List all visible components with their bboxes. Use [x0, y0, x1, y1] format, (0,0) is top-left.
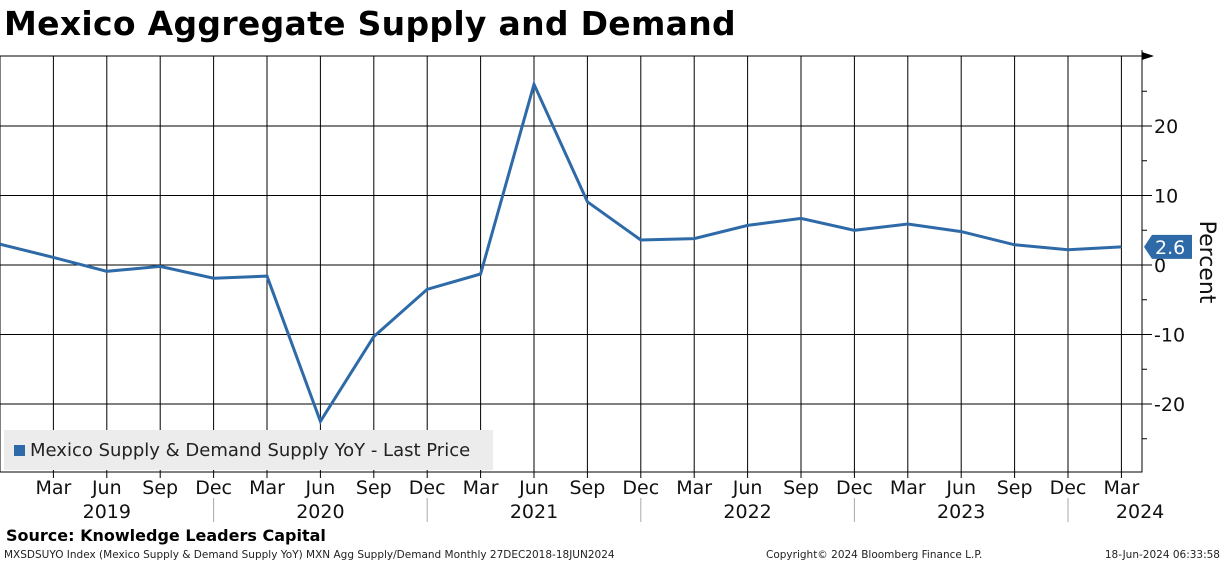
source-line: Source: Knowledge Leaders Capital: [6, 526, 326, 545]
y-axis-label: Percent: [1194, 221, 1219, 304]
x-tick-label-month: Jun: [305, 477, 336, 499]
y-tick-label: 20: [1154, 116, 1178, 138]
x-tick-label-month: Dec: [1050, 477, 1087, 499]
y-tick-label: 10: [1154, 186, 1178, 208]
footer-timestamp: 18-Jun-2024 06:33:58: [1104, 549, 1220, 561]
x-tick-label-month: Mar: [1103, 477, 1139, 499]
chart-title: Mexico Aggregate Supply and Demand: [4, 4, 736, 43]
x-tick-label-month: Mar: [676, 477, 712, 499]
x-tick-label-year: 2020: [296, 501, 344, 523]
x-tick-label-year: 2022: [723, 501, 771, 523]
x-tick-label-year: 2024: [1116, 501, 1164, 523]
x-tick-label-month: Dec: [195, 477, 232, 499]
x-tick-label-month: Mar: [890, 477, 926, 499]
x-tick-label-month: Sep: [142, 477, 178, 499]
legend-label: Mexico Supply & Demand Supply YoY - Last…: [30, 439, 471, 461]
last-value-label: 2.6: [1155, 237, 1185, 259]
x-tick-label-month: Sep: [997, 477, 1033, 499]
plot-area-frame: [0, 55, 1143, 473]
y-tick-label: -10: [1154, 325, 1185, 347]
x-tick-label-month: Sep: [569, 477, 605, 499]
x-tick-label-month: Dec: [409, 477, 446, 499]
x-tick-label-month: Sep: [783, 477, 819, 499]
legend-swatch: [14, 444, 25, 456]
y-tick-label: 0: [1154, 255, 1166, 277]
x-tick-label-month: Jun: [945, 477, 976, 499]
x-tick-label-month: Dec: [836, 477, 873, 499]
x-tick-label-year: 2023: [937, 501, 985, 523]
x-tick-label-month: Jun: [732, 477, 763, 499]
y-tick-label: -20: [1154, 394, 1185, 416]
footer-copyright: Copyright© 2024 Bloomberg Finance L.P.: [766, 549, 983, 561]
y-axis-arrow: [1142, 52, 1154, 60]
series-line: [0, 79, 1122, 425]
vertical-gridlines: [52, 56, 1122, 472]
x-tick-label-month: Mar: [35, 477, 71, 499]
x-tick-label-month: Jun: [91, 477, 122, 499]
last-value-tag: 2.6: [1144, 234, 1192, 259]
x-tick-label-month: Mar: [463, 477, 499, 499]
last-value-badge-shape: [1144, 234, 1192, 259]
x-tick-label-year: 2019: [83, 501, 131, 523]
x-axis: Mar Jun Sep Dec Mar Jun Sep Dec Mar Jun Sep Dec Mar J…: [35, 472, 1164, 523]
x-tick-label-month: Sep: [356, 477, 392, 499]
y-axis: -20 -10 0 10 20: [1141, 50, 1185, 472]
x-tick-label-year: 2021: [510, 501, 558, 523]
x-tick-label-month: Mar: [249, 477, 285, 499]
horizontal-gridlines: [0, 125, 1142, 405]
x-tick-label-month: Dec: [622, 477, 659, 499]
footer-ticker-info: MXSDSUYO Index (Mexico Supply & Demand S…: [4, 549, 615, 561]
legend: Mexico Supply & Demand Supply YoY - Last…: [4, 430, 493, 470]
x-tick-label-month: Jun: [518, 477, 549, 499]
